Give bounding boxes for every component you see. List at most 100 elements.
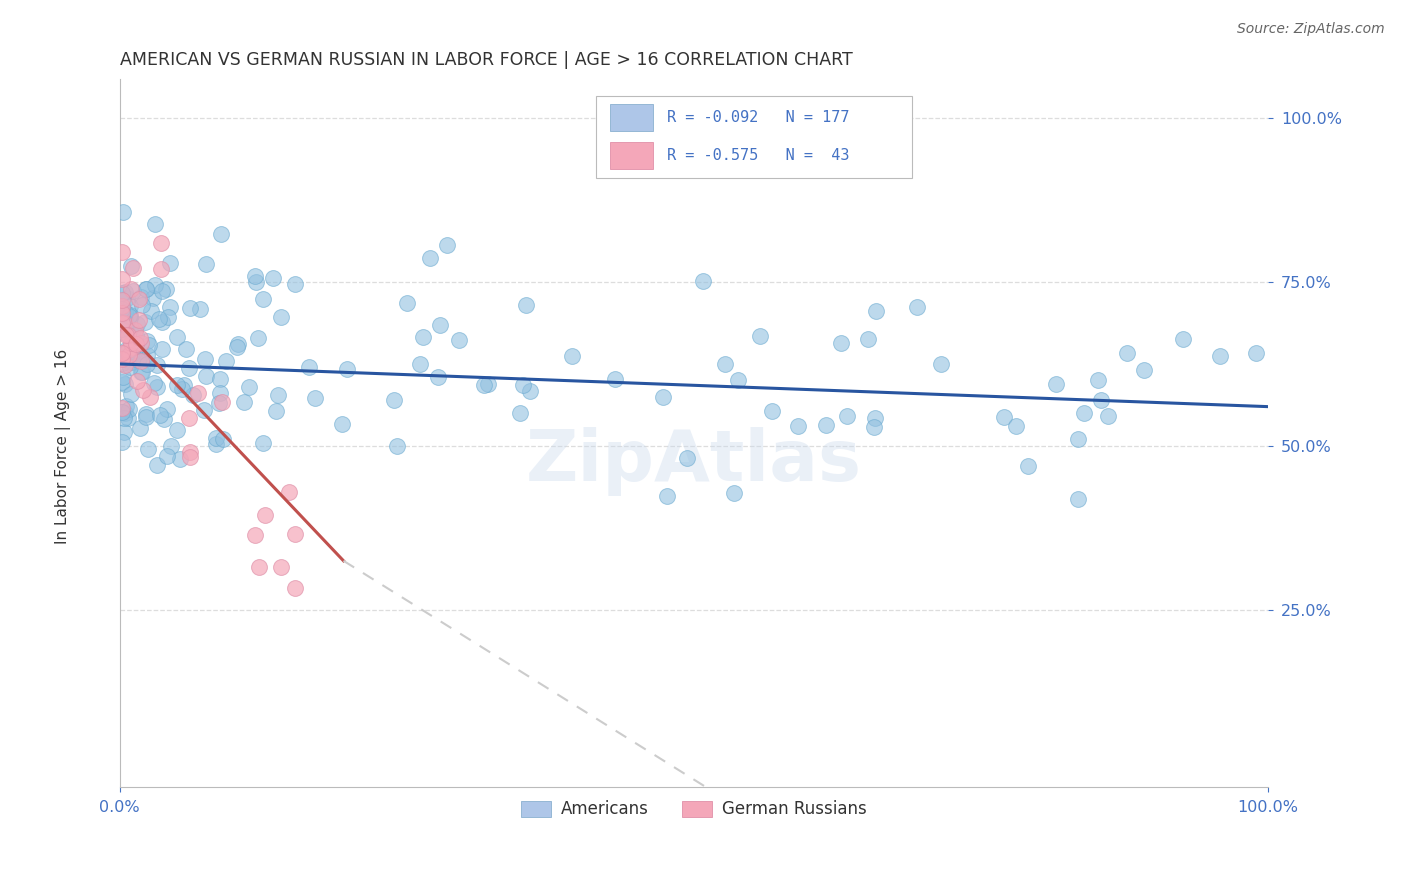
Point	[1045, 377, 1067, 392]
Point	[519, 384, 541, 398]
Point	[238, 380, 260, 394]
Point	[111, 405, 134, 419]
Point	[143, 376, 166, 390]
Point	[112, 347, 135, 361]
Point	[118, 309, 141, 323]
Point	[187, 386, 209, 401]
Point	[382, 393, 405, 408]
Point	[159, 256, 181, 270]
Point	[247, 560, 270, 574]
Point	[120, 259, 142, 273]
Point	[509, 406, 531, 420]
Point	[112, 410, 135, 425]
Point	[149, 409, 172, 423]
Point	[512, 378, 534, 392]
Point	[245, 275, 267, 289]
Point	[651, 391, 673, 405]
Text: AMERICAN VS GERMAN RUSSIAN IN LABOR FORCE | AGE > 16 CORRELATION CHART: AMERICAN VS GERMAN RUSSIAN IN LABOR FORC…	[120, 51, 852, 69]
Point	[118, 348, 141, 362]
Point	[121, 284, 143, 298]
Point	[120, 348, 142, 362]
Point	[111, 286, 134, 301]
FancyBboxPatch shape	[596, 96, 911, 178]
Point	[1097, 409, 1119, 423]
Point	[120, 281, 142, 295]
Point	[131, 298, 153, 312]
Point	[284, 581, 307, 595]
Point	[115, 352, 138, 367]
Point	[111, 293, 134, 307]
Point	[426, 370, 449, 384]
Point	[111, 316, 134, 330]
Point	[111, 299, 134, 313]
Point	[129, 366, 152, 380]
Point	[122, 344, 145, 359]
Point	[128, 352, 150, 367]
Point	[117, 328, 139, 343]
Point	[125, 337, 148, 351]
Point	[284, 277, 307, 292]
Point	[177, 361, 200, 376]
Point	[212, 432, 235, 446]
Point	[208, 386, 231, 401]
Point	[120, 359, 142, 374]
Point	[179, 450, 201, 464]
Point	[436, 238, 458, 252]
Point	[233, 395, 256, 409]
Point	[905, 300, 928, 314]
Point	[111, 435, 134, 450]
Point	[120, 335, 142, 350]
Point	[122, 261, 145, 276]
Point	[277, 484, 299, 499]
Legend: Americans, German Russians: Americans, German Russians	[515, 794, 873, 825]
Point	[723, 485, 745, 500]
Point	[120, 309, 142, 323]
Point	[111, 345, 134, 359]
Text: R = -0.092   N = 177: R = -0.092 N = 177	[668, 110, 849, 125]
Point	[146, 358, 169, 372]
Point	[111, 307, 134, 321]
Point	[127, 317, 149, 331]
Point	[120, 323, 142, 337]
Point	[561, 349, 583, 363]
Point	[1133, 362, 1156, 376]
Point	[159, 300, 181, 314]
Point	[135, 408, 157, 422]
Point	[152, 315, 174, 329]
Point	[929, 357, 952, 371]
Point	[515, 298, 537, 312]
Point	[146, 458, 169, 472]
Point	[127, 353, 149, 368]
Point	[786, 419, 808, 434]
Point	[1067, 492, 1090, 507]
Point	[111, 405, 134, 419]
Point	[125, 345, 148, 359]
Point	[166, 330, 188, 344]
Point	[143, 278, 166, 293]
Point	[118, 402, 141, 417]
Point	[149, 235, 172, 250]
Text: In Labor Force | Age > 16: In Labor Force | Age > 16	[55, 349, 72, 543]
Point	[111, 375, 134, 389]
Point	[173, 378, 195, 392]
Point	[117, 343, 139, 357]
Point	[117, 411, 139, 425]
Point	[129, 421, 152, 435]
Point	[195, 257, 218, 271]
Point	[135, 334, 157, 349]
Point	[188, 301, 211, 316]
Point	[862, 420, 884, 434]
Point	[252, 436, 274, 450]
Point	[139, 390, 162, 404]
Point	[160, 439, 183, 453]
Point	[120, 355, 142, 369]
Point	[748, 328, 770, 343]
Point	[179, 444, 201, 458]
Text: Source: ZipAtlas.com: Source: ZipAtlas.com	[1237, 22, 1385, 37]
Point	[226, 340, 249, 354]
Point	[207, 395, 229, 409]
Point	[136, 442, 159, 456]
Point	[332, 417, 354, 432]
Point	[245, 269, 267, 284]
Point	[122, 323, 145, 337]
